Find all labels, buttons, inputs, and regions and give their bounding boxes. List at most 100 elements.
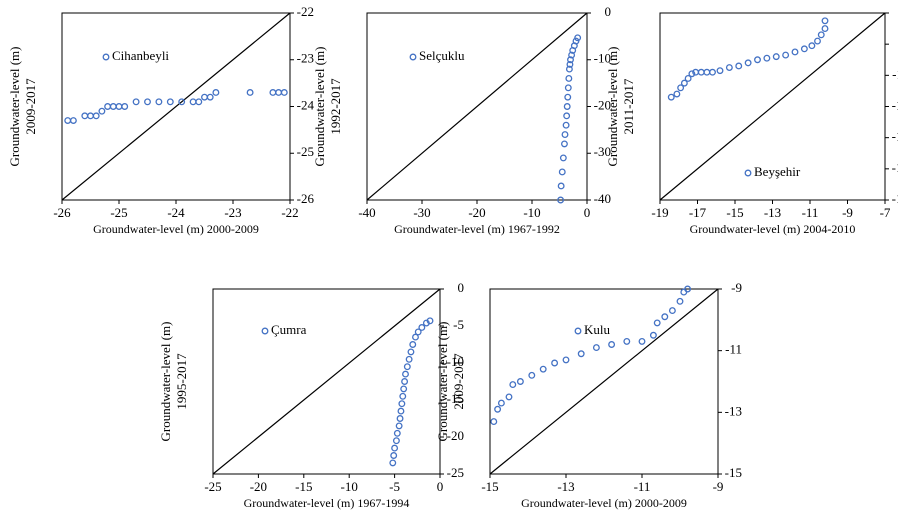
y-tick-label: -25 [447,465,464,480]
point [166,98,174,106]
point [269,89,277,96]
point [557,182,565,190]
y-tick-label: 0 [458,280,465,295]
y-tick-label: -9 [731,280,742,295]
point [557,196,565,204]
point [716,67,724,75]
point [653,319,661,327]
x-axis-label: Groundwater-level (m) 2000-2009 [521,496,687,510]
point [392,437,400,445]
point [414,328,422,336]
y-tick-label: -20 [447,428,464,443]
point [561,131,569,138]
point [402,370,409,378]
x-tick-label: -17 [689,205,707,220]
point [676,297,684,305]
point [782,51,790,59]
reference-line [489,288,719,475]
point [563,112,571,120]
point [396,415,404,422]
x-axis-label: Groundwater-level (m) 1967-1994 [244,496,410,510]
point [426,317,434,325]
y-tick-label: -20 [594,97,611,112]
point [561,140,568,148]
x-tick-label: -15 [481,479,498,494]
point [821,17,829,25]
x-axis-label: Groundwater-level (m) 2004-2010 [690,222,856,236]
point [393,429,401,437]
point [661,313,669,321]
point [623,337,631,345]
point [246,89,254,96]
point [390,452,398,459]
x-tick-label: 0 [437,479,444,494]
point [562,356,570,364]
legend-marker [261,327,269,335]
x-tick-label: -13 [557,479,574,494]
point [572,37,580,45]
point [565,65,573,73]
point [564,84,572,92]
point [800,45,808,53]
point [98,107,106,115]
point [189,98,197,106]
point [115,103,123,110]
point [638,337,646,345]
point [608,341,616,348]
x-tick-label: -11 [802,205,819,220]
reference-line [212,288,441,475]
point [275,89,283,96]
point [69,117,77,124]
point [668,307,676,315]
y-tick-label: 0 [605,4,612,19]
point [744,59,752,67]
y-tick-label: -11 [725,342,742,357]
x-tick-label: -20 [468,205,485,220]
plot-frame [489,288,719,475]
point [516,378,524,385]
y-tick-label: -22 [297,4,314,19]
x-tick-label: -25 [110,205,127,220]
x-axis-label: Groundwater-level (m) 2000-2009 [93,222,259,236]
point [680,79,688,87]
y-tick-label: -13 [725,403,742,418]
y-tick-label: -10 [594,51,611,66]
point [564,93,572,101]
x-tick-label: -15 [295,479,312,494]
point [558,168,566,176]
point [821,25,829,33]
point [577,350,585,358]
point [398,400,406,408]
x-tick-label: -30 [413,205,430,220]
point [405,355,413,363]
x-tick-label: -9 [713,479,724,494]
point [567,56,574,64]
point [673,90,681,98]
legend-marker [744,169,752,177]
point [509,381,517,389]
point [494,405,502,413]
point [505,393,513,401]
y-tick-label: -19 [892,191,898,206]
point [64,117,72,124]
point [400,385,408,393]
y-tick-label: -15 [447,391,464,406]
y-axis-label: Groundwater-level (m) [158,322,173,442]
x-tick-label: -7 [880,205,891,220]
plot-frame [212,288,441,475]
point [490,418,498,426]
point [144,98,151,106]
y-tick-label: -15 [892,129,898,144]
x-axis-label: Groundwater-level (m) 1967-1992 [394,222,560,236]
x-tick-label: -10 [523,205,540,220]
reference-line [61,12,291,201]
point [418,324,426,331]
x-tick-label: -23 [224,205,241,220]
y-axis-label: Groundwater-level (m) [435,322,450,442]
point [566,60,574,68]
point [389,459,397,467]
point [401,378,409,385]
x-tick-label: -11 [634,479,651,494]
y-axis-label: 1992-2017 [328,78,343,135]
